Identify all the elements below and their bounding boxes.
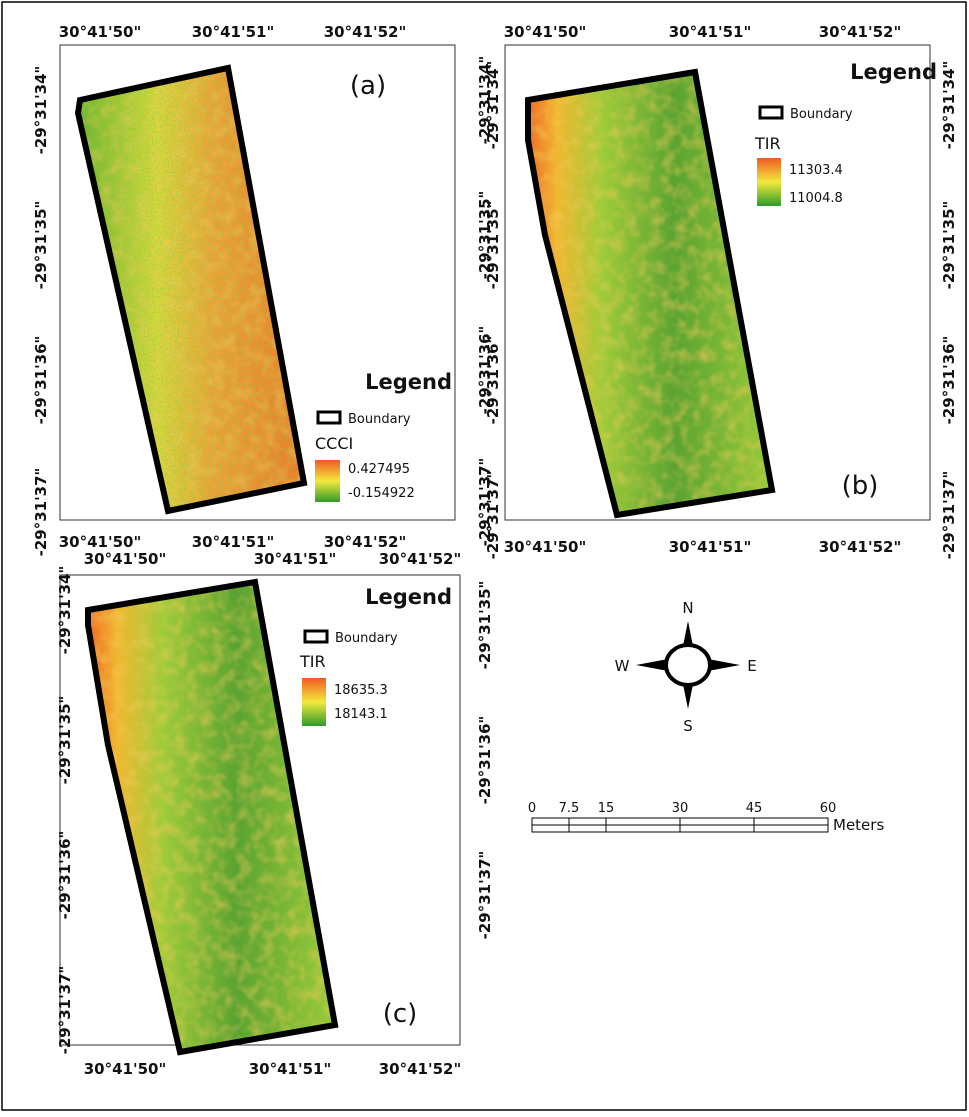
legend-low: 11004.8	[789, 191, 843, 206]
latitude-label: -29°31'35"	[940, 201, 958, 290]
longitude-label: 30°41'51"	[192, 23, 275, 41]
longitude-label: 30°41'50"	[59, 533, 142, 551]
legend-high: 18635.3	[334, 683, 388, 698]
longitude-label: 30°41'51"	[669, 23, 752, 41]
latitude-label: -29°31'35"	[56, 696, 74, 785]
compass-w: W	[615, 657, 630, 675]
legend-variable: TIR	[754, 134, 781, 153]
legend-boundary-label: Boundary	[348, 412, 411, 427]
latitude-label: -29°31'34"	[56, 566, 74, 655]
compass-ring	[664, 643, 712, 687]
scale-segment	[531, 824, 570, 833]
latitude-label: -29°31'37"	[32, 468, 50, 557]
scale-unit: Meters	[833, 816, 884, 834]
longitude-label: 30°41'50"	[504, 538, 587, 556]
longitude-label: 30°41'51"	[192, 533, 275, 551]
scale-label: 45	[746, 801, 763, 816]
scale-segment	[605, 824, 681, 833]
latitude-label: -29°31'34"	[484, 61, 502, 150]
legend-low: -0.154922	[348, 486, 415, 501]
legend-high: 11303.4	[789, 163, 843, 178]
scale-segment	[568, 817, 607, 826]
legend-boundary-swatch	[303, 629, 329, 644]
longitude-label: 30°41'50"	[84, 550, 167, 568]
latitude-label: -29°31'37"	[476, 458, 494, 547]
latitude-label: -29°31'37"	[476, 851, 494, 940]
legend-ramp	[302, 678, 326, 726]
legend-high: 0.427495	[348, 462, 410, 477]
longitude-label: 30°41'52"	[324, 23, 407, 41]
legend-title: Legend	[365, 370, 452, 394]
boundary	[525, 68, 776, 519]
legend-ramp	[315, 460, 340, 502]
north-arrow: N S W E	[615, 599, 757, 735]
latitude-label: -29°31'35"	[476, 581, 494, 670]
scale-segment	[753, 824, 829, 833]
compass-s: S	[683, 717, 693, 735]
legend-boundary-swatch	[758, 105, 784, 120]
latitude-label: -29°31'34"	[476, 56, 494, 145]
legend-boundary-swatch	[316, 410, 342, 425]
legend-title: Legend	[365, 585, 452, 609]
legend-variable: TIR	[299, 652, 326, 671]
latitude-label: -29°31'36"	[484, 336, 502, 425]
latitude-label: -29°31'35"	[484, 201, 502, 290]
legend-boundary-label: Boundary	[335, 631, 398, 646]
latitude-label: -29°31'36"	[476, 716, 494, 805]
compass-n: N	[682, 599, 693, 617]
panel-label: (a)	[350, 71, 386, 101]
legend-low: 18143.1	[334, 707, 388, 722]
legend-variable: CCCI	[315, 434, 353, 453]
longitude-label: 30°41'52"	[819, 538, 902, 556]
longitude-label: 30°41'51"	[669, 538, 752, 556]
longitude-label: 30°41'51"	[249, 1060, 332, 1078]
panel-label: (b)	[842, 471, 879, 501]
scale-segment	[679, 817, 755, 826]
boundary	[85, 578, 339, 1056]
scale-outline	[531, 817, 829, 833]
latitude-label: -29°31'36"	[32, 336, 50, 425]
latitude-label: -29°31'36"	[476, 326, 494, 415]
legend-title: Legend	[850, 60, 937, 84]
longitude-label: 30°41'50"	[59, 23, 142, 41]
compass-point	[708, 659, 740, 671]
scale-label: 30	[672, 801, 689, 816]
map-panel: 30°41'50" 30°41'51" 30°41'52" 30°41'50" 30°4…	[32, 23, 494, 556]
scale-label: 7.5	[559, 801, 580, 816]
latitude-label: -29°31'36"	[56, 831, 74, 920]
latitude-label: -29°31'36"	[940, 336, 958, 425]
longitude-label: 30°41'52"	[324, 533, 407, 551]
legend-boundary-label: Boundary	[790, 107, 853, 122]
longitude-label: 30°41'52"	[379, 550, 462, 568]
scale-label: 15	[598, 801, 615, 816]
longitude-label: 30°41'50"	[504, 23, 587, 41]
latitude-label: -29°31'34"	[32, 66, 50, 155]
longitude-label: 30°41'50"	[84, 1060, 167, 1078]
map-panel: 30°41'50" 30°41'51" 30°41'52" 30°41'50" 30°4…	[484, 23, 958, 559]
latitude-label: -29°31'35"	[32, 201, 50, 290]
latitude-label: -29°31'37"	[940, 471, 958, 560]
longitude-label: 30°41'52"	[819, 23, 902, 41]
compass-e: E	[747, 657, 756, 675]
boundary	[74, 64, 308, 515]
scale-label: 60	[820, 801, 837, 816]
scale-label: 0	[528, 801, 536, 816]
map-panel: 30°41'50" 30°41'51" 30°41'52" 30°41'50" 30°4…	[56, 550, 494, 1078]
longitude-label: 30°41'51"	[254, 550, 337, 568]
latitude-label: -29°31'35"	[476, 191, 494, 280]
latitude-label: -29°31'37"	[484, 471, 502, 560]
latitude-label: -29°31'34"	[940, 61, 958, 150]
longitude-label: 30°41'52"	[379, 1060, 462, 1078]
compass-point	[636, 659, 668, 671]
latitude-label: -29°31'37"	[56, 966, 74, 1055]
legend-ramp	[757, 158, 781, 206]
panel-label: (c)	[383, 999, 418, 1029]
